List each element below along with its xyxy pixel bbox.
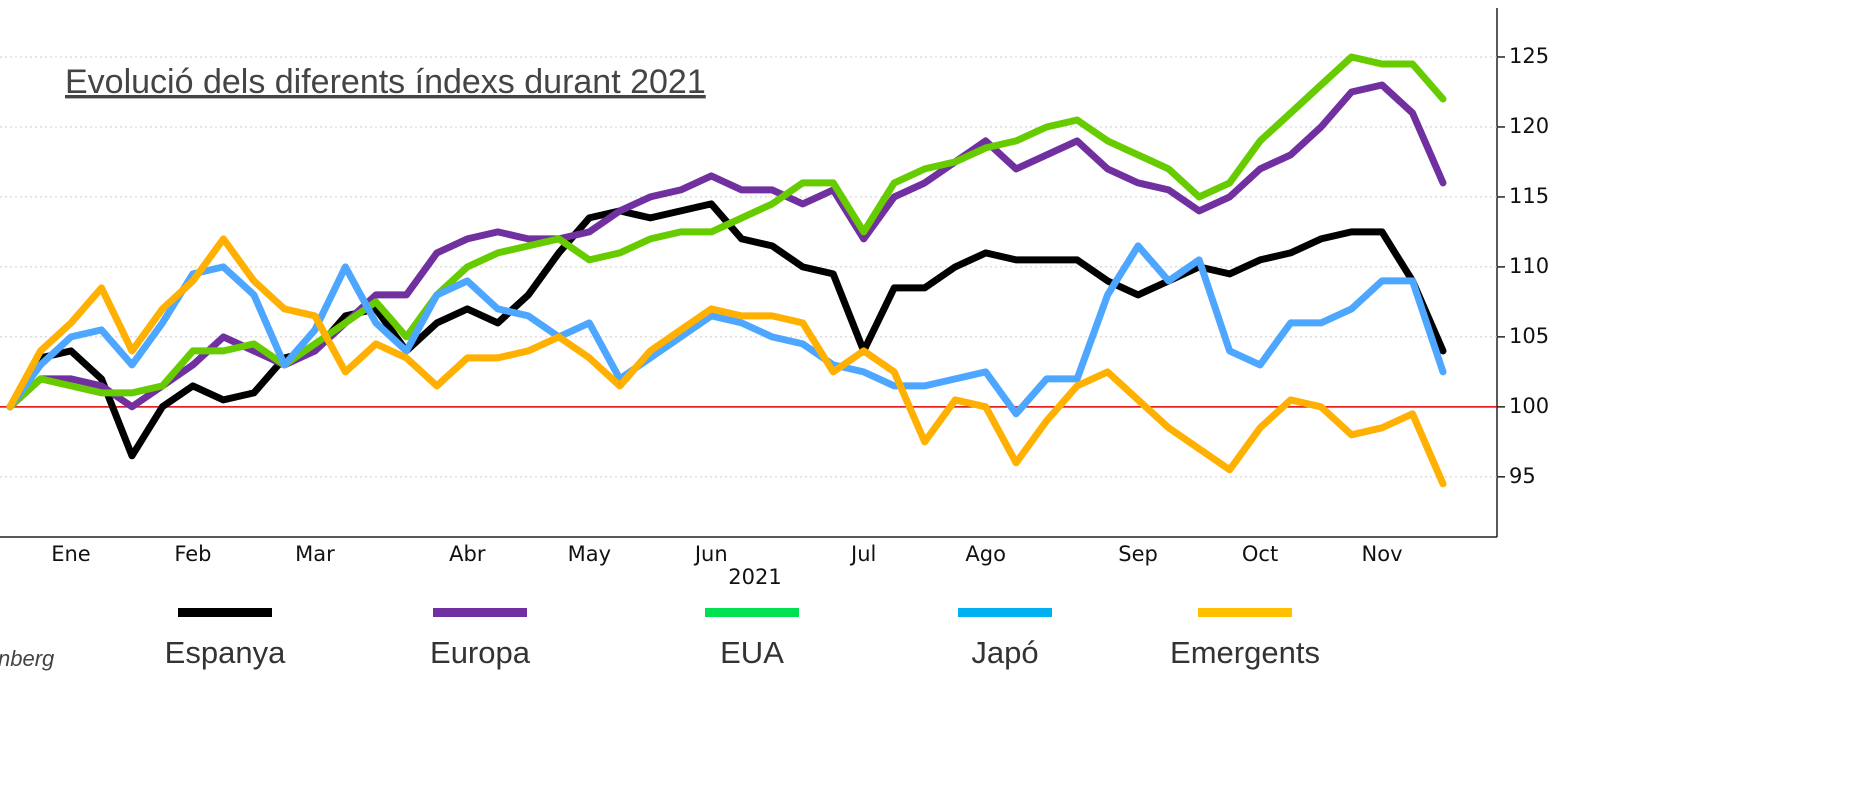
y-tick-label: 120: [1509, 114, 1549, 138]
x-tick-label: Ago: [965, 542, 1006, 566]
x-tick-label: Sep: [1118, 542, 1158, 566]
x-tick-label: Mar: [295, 542, 335, 566]
legend-label: Espanya: [165, 635, 286, 670]
legend-swatch: [178, 608, 272, 617]
x-tick-label: Oct: [1242, 542, 1278, 566]
y-tick-label: 100: [1509, 394, 1549, 418]
series-line: [6, 53, 1447, 411]
legend-swatch: [958, 608, 1052, 617]
x-tick-label: May: [568, 542, 611, 566]
y-tick-label: 110: [1509, 254, 1549, 278]
legend-swatch: [1198, 608, 1292, 617]
legend-swatch: [705, 608, 799, 617]
source: nberg: [0, 646, 55, 671]
x-tick-label: Jun: [693, 542, 728, 566]
y-tick-label: 105: [1509, 324, 1549, 348]
legend-swatch: [433, 608, 527, 617]
x-tick-label: Abr: [449, 542, 486, 566]
legend-label: EUA: [720, 635, 784, 670]
y-tick-label: 115: [1509, 184, 1549, 208]
y-tick-label: 125: [1509, 44, 1549, 68]
series-line: [6, 242, 1447, 418]
legend-label: Japó: [971, 635, 1038, 670]
legend-label: Europa: [430, 635, 531, 670]
chart-title: Evolució dels diferents índexs durant 20…: [65, 63, 706, 101]
x-tick-label: Jul: [849, 542, 876, 566]
y-tick-label: 95: [1509, 464, 1536, 488]
x-tick-label: Ene: [51, 542, 91, 566]
series-line: [6, 235, 1447, 488]
x-tick-label: Feb: [174, 542, 211, 566]
plot-area: [0, 8, 1505, 538]
x-tick-label: Nov: [1362, 542, 1403, 566]
legend-label: Emergents: [1170, 635, 1320, 670]
x-axis-label: 2021: [728, 565, 781, 589]
